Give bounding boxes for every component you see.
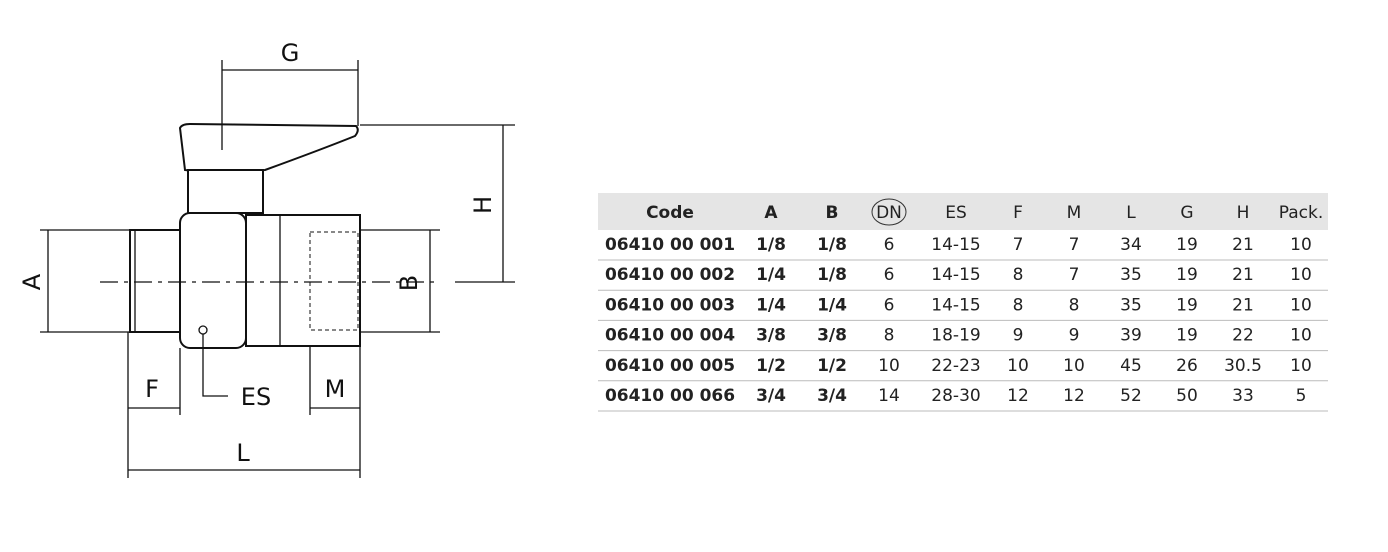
cell: 33 — [1232, 386, 1254, 406]
cell: 12 — [1007, 386, 1029, 406]
cell: 06410 00 004 — [605, 326, 735, 346]
cell: 1/2 — [756, 356, 786, 376]
label-g: G — [281, 39, 300, 67]
header-cell: DN — [876, 203, 902, 223]
cell: 21 — [1232, 265, 1254, 285]
cell: 9 — [1013, 326, 1024, 346]
header-cell: A — [764, 203, 778, 223]
header-cell: H — [1237, 203, 1250, 223]
cell: 14-15 — [931, 235, 980, 255]
cell: 1/8 — [817, 235, 847, 255]
label-h: H — [469, 196, 497, 214]
header-cell: ES — [945, 203, 967, 223]
cell: 19 — [1176, 235, 1198, 255]
cell: 6 — [884, 295, 895, 315]
label-a: A — [18, 273, 46, 290]
dn-circle — [871, 198, 907, 226]
cell: 3/4 — [756, 386, 786, 406]
cell: 34 — [1120, 235, 1142, 255]
cell: 3/8 — [817, 326, 847, 346]
cell: 39 — [1120, 326, 1142, 346]
cell: 9 — [1069, 326, 1080, 346]
cell: 6 — [884, 265, 895, 285]
cell: 28-30 — [931, 386, 980, 406]
cell: 10 — [1290, 265, 1312, 285]
valve — [100, 122, 440, 349]
cell: 22-23 — [931, 356, 980, 376]
cell: 3/8 — [756, 326, 786, 346]
cell: 10 — [1007, 356, 1029, 376]
cell: 7 — [1069, 235, 1080, 255]
cell: 10 — [1290, 326, 1312, 346]
cell: 30.5 — [1224, 356, 1262, 376]
cell: 50 — [1176, 386, 1198, 406]
handle — [178, 122, 359, 174]
cell: 06410 00 005 — [605, 356, 735, 376]
header-cell: G — [1180, 203, 1193, 223]
cell: 21 — [1232, 235, 1254, 255]
cell: 8 — [884, 326, 895, 346]
cell: 35 — [1120, 295, 1142, 315]
cell: 8 — [1013, 265, 1024, 285]
cell: 14 — [878, 386, 900, 406]
cell: 19 — [1176, 295, 1198, 315]
header-cell: M — [1067, 203, 1082, 223]
cell: 52 — [1120, 386, 1142, 406]
female-end — [245, 214, 361, 347]
female-thread — [309, 231, 359, 331]
cell: 1/4 — [756, 295, 786, 315]
cell: 06410 00 002 — [605, 265, 735, 285]
stem — [187, 169, 264, 214]
cell: 1/4 — [756, 265, 786, 285]
male-thread — [129, 229, 181, 333]
cell: 18-19 — [931, 326, 980, 346]
cell: 10 — [1290, 295, 1312, 315]
header-cell: Pack. — [1279, 203, 1324, 223]
cell: 10 — [1290, 235, 1312, 255]
cell: 7 — [1069, 265, 1080, 285]
cell: 1/8 — [817, 265, 847, 285]
label-m: M — [325, 375, 346, 403]
cell: 3/4 — [817, 386, 847, 406]
cell: 12 — [1063, 386, 1085, 406]
cell: 8 — [1069, 295, 1080, 315]
cell: 45 — [1120, 356, 1142, 376]
cell: 10 — [1063, 356, 1085, 376]
header-cell: L — [1126, 203, 1136, 223]
cell: 06410 00 066 — [605, 386, 735, 406]
cell: 26 — [1176, 356, 1198, 376]
cell: 35 — [1120, 265, 1142, 285]
cell: 10 — [878, 356, 900, 376]
es-leader — [202, 334, 228, 397]
cell: 5 — [1296, 386, 1307, 406]
label-es: ES — [241, 383, 271, 411]
cell: 8 — [1013, 295, 1024, 315]
cell: 22 — [1232, 326, 1254, 346]
cell: 10 — [1290, 356, 1312, 376]
label-l: L — [236, 439, 250, 467]
cell: 1/8 — [756, 235, 786, 255]
table: Code A B DN ES F M L G H Pack. 06410 00 001 1/8 1/8 6 1… — [598, 193, 1328, 412]
cell: 19 — [1176, 265, 1198, 285]
header-cell: Code — [646, 203, 694, 223]
cell: 1/4 — [817, 295, 847, 315]
dimensions — [40, 60, 515, 478]
label-b: B — [395, 275, 423, 291]
cell: 1/2 — [817, 356, 847, 376]
cell: 06410 00 001 — [605, 235, 735, 255]
cell: 14-15 — [931, 295, 980, 315]
header-cell: F — [1013, 203, 1023, 223]
cell: 7 — [1013, 235, 1024, 255]
table-header-bg — [598, 193, 1328, 230]
header-cell: B — [826, 203, 839, 223]
hex-body — [179, 212, 247, 349]
cell: 21 — [1232, 295, 1254, 315]
label-f: F — [145, 375, 159, 403]
cell: 6 — [884, 235, 895, 255]
cell: 06410 00 003 — [605, 295, 735, 315]
cell: 19 — [1176, 326, 1198, 346]
cell: 14-15 — [931, 265, 980, 285]
